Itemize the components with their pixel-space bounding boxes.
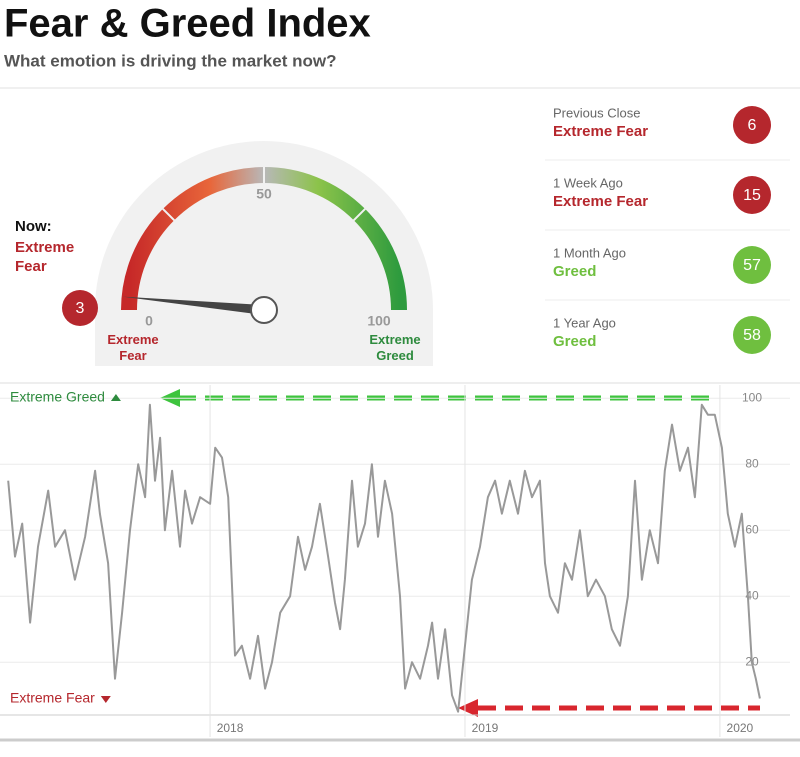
x-tick-label: 2019: [472, 721, 499, 735]
index-line: [7, 403, 761, 713]
history-badge: [733, 106, 771, 144]
value-badge: [62, 290, 98, 326]
value-badge-text: 3: [76, 300, 85, 317]
history-value: 57: [743, 257, 761, 274]
gauge-min-label: Extreme Fear: [107, 332, 159, 363]
history-rating: Greed: [553, 263, 596, 280]
gauge-max-label: Extreme Greed: [369, 332, 421, 363]
history-rating: Extreme Fear: [553, 123, 648, 140]
history-rating: Greed: [553, 333, 596, 350]
gauge-needle: [122, 296, 265, 315]
history-label: 1 Month Ago: [553, 245, 626, 260]
gauge-divider: [352, 207, 367, 222]
down-triangle: [100, 696, 111, 703]
gauge-tick-label: 100: [367, 313, 391, 329]
fear-arrow: [458, 699, 760, 717]
history-badge: [733, 316, 771, 354]
title: Fear & Greed Index: [4, 2, 371, 46]
subtitle: What emotion is driving the market now?: [4, 51, 336, 70]
history-label: Previous Close: [553, 105, 640, 120]
y-tick-label: 60: [745, 522, 759, 536]
history-value: 6: [748, 117, 757, 134]
now-label: Now:: [15, 218, 52, 235]
extreme-fear-label: Extreme Fear: [10, 690, 95, 706]
extreme-greed-label: Extreme Greed: [10, 389, 105, 405]
history-label: 1 Year Ago: [553, 315, 616, 330]
history-badge: [733, 246, 771, 284]
y-tick-label: 100: [742, 390, 762, 404]
gauge-tick-label: 0: [145, 313, 153, 329]
gauge-hub: [250, 296, 278, 324]
history-label: 1 Week Ago: [553, 175, 623, 190]
x-tick-label: 2020: [727, 721, 754, 735]
up-triangle: [110, 394, 121, 401]
history-badge: [733, 176, 771, 214]
history-value: 58: [743, 327, 761, 344]
x-tick-label: 2018: [217, 721, 244, 735]
gauge-divider: [161, 207, 176, 222]
history-rating: Extreme Fear: [553, 193, 648, 210]
history-value: 15: [743, 187, 761, 204]
y-tick-label: 80: [745, 456, 759, 470]
now-rating: Extreme Fear: [15, 239, 75, 275]
gauge-tick-label: 50: [256, 186, 272, 202]
